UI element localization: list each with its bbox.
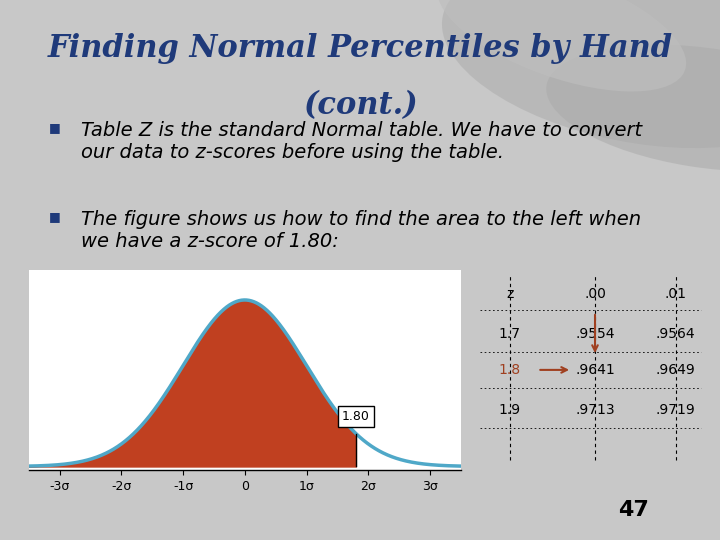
Ellipse shape xyxy=(437,0,686,91)
Text: .01: .01 xyxy=(665,287,687,301)
Text: ■: ■ xyxy=(49,122,60,134)
Text: z: z xyxy=(506,287,513,301)
Text: Finding Normal Percentiles by Hand: Finding Normal Percentiles by Hand xyxy=(48,33,672,64)
Text: The figure shows us how to find the area to the left when
we have a z-score of 1: The figure shows us how to find the area… xyxy=(81,211,642,252)
Text: .9649: .9649 xyxy=(656,363,696,377)
Text: .9641: .9641 xyxy=(575,363,615,377)
Text: .9719: .9719 xyxy=(656,403,696,417)
Text: 1.80: 1.80 xyxy=(342,410,370,423)
Ellipse shape xyxy=(442,0,720,148)
Text: ■: ■ xyxy=(49,211,60,224)
Text: .9554: .9554 xyxy=(575,327,615,341)
Text: .9564: .9564 xyxy=(656,327,696,341)
Ellipse shape xyxy=(546,45,720,171)
Text: .9713: .9713 xyxy=(575,403,615,417)
Text: 1.9: 1.9 xyxy=(499,403,521,417)
Text: Table Z is the standard Normal table. We have to convert
our data to z-scores be: Table Z is the standard Normal table. We… xyxy=(81,122,642,162)
Text: 1.8: 1.8 xyxy=(499,363,521,377)
Text: (cont.): (cont.) xyxy=(302,90,418,122)
Text: 47: 47 xyxy=(618,500,649,521)
Text: 1.7: 1.7 xyxy=(499,327,521,341)
Text: .00: .00 xyxy=(584,287,606,301)
